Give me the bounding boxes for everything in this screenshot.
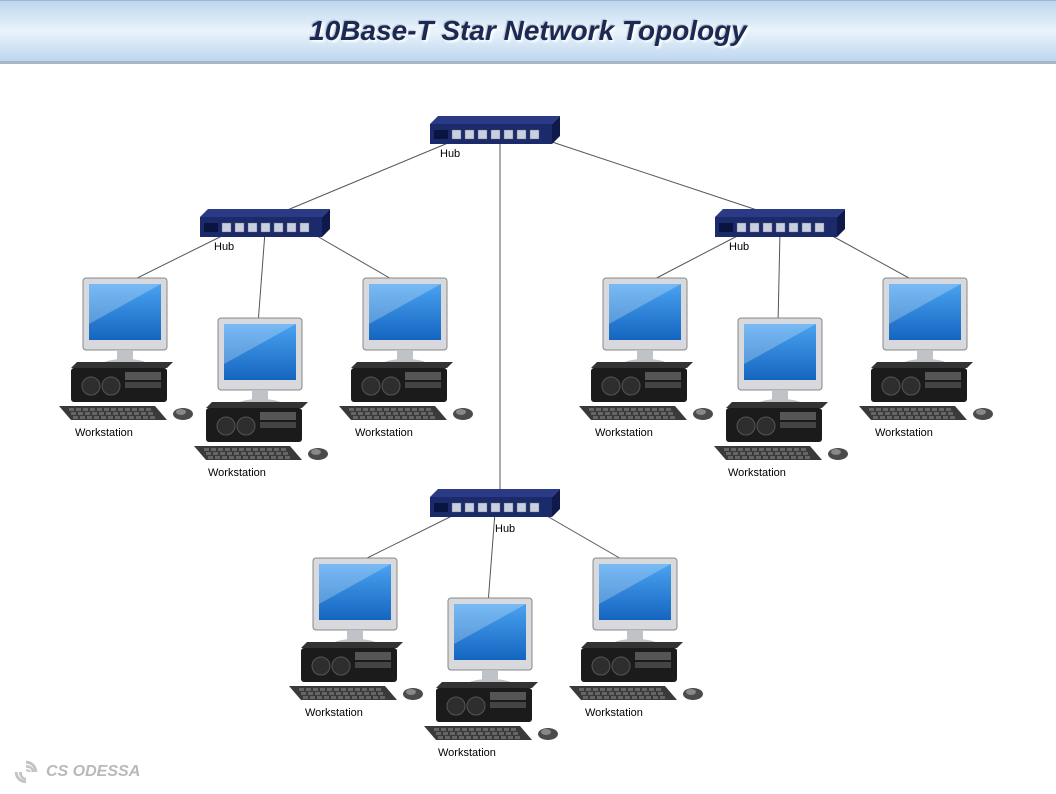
footer-brand: CS ODESSA — [12, 758, 140, 786]
workstation-label: Workstation — [305, 707, 363, 719]
workstation-label: Workstation — [208, 467, 266, 479]
hub-label: Hub — [729, 241, 749, 253]
workstation-icon — [190, 314, 340, 464]
workstation-icon — [285, 554, 435, 704]
workstation-label: Workstation — [595, 427, 653, 439]
workstation-label: Workstation — [728, 467, 786, 479]
workstation-icon — [565, 554, 715, 704]
network-link — [258, 232, 265, 324]
network-link — [488, 512, 495, 604]
diagram-title: 10Base-T Star Network Topology — [309, 15, 747, 47]
brand-icon — [12, 758, 40, 786]
workstation-label: Workstation — [75, 427, 133, 439]
workstation-icon — [575, 274, 725, 424]
hub-label: Hub — [214, 241, 234, 253]
hub-icon — [430, 489, 560, 513]
hub-label: Hub — [440, 148, 460, 160]
hub-icon — [200, 209, 330, 233]
diagram-header: 10Base-T Star Network Topology — [0, 0, 1056, 64]
workstation-icon — [710, 314, 860, 464]
workstation-label: Workstation — [355, 427, 413, 439]
network-link — [540, 138, 760, 211]
diagram-canvas: Hub Hub Hub Hub Workstation Workstation Workst… — [0, 64, 1056, 794]
workstation-label: Workstation — [875, 427, 933, 439]
brand-text: CS ODESSA — [46, 763, 140, 781]
workstation-label: Workstation — [438, 747, 496, 759]
network-link — [778, 232, 780, 324]
workstation-icon — [335, 274, 485, 424]
hub-label: Hub — [495, 523, 515, 535]
workstation-label: Workstation — [585, 707, 643, 719]
workstation-icon — [420, 594, 570, 744]
hub-icon — [430, 116, 560, 140]
workstation-icon — [55, 274, 205, 424]
hub-icon — [715, 209, 845, 233]
workstation-icon — [855, 274, 1005, 424]
